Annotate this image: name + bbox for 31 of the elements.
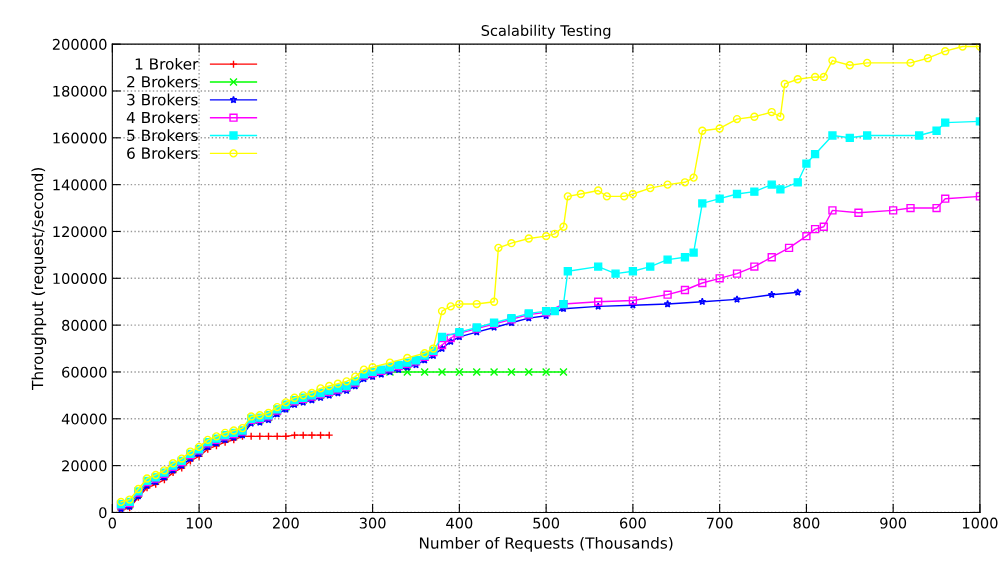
y-tick-label: 180000 xyxy=(53,85,107,97)
x-tick-label: 700 xyxy=(706,517,733,529)
legend-label: 3 Brokers xyxy=(127,93,198,106)
x-tick-label: 500 xyxy=(533,517,560,529)
legend-label: 6 Brokers xyxy=(127,147,198,159)
y-axis-title: Throughput (request/second) xyxy=(31,168,47,390)
y-tick-label: 140000 xyxy=(53,179,107,191)
x-tick-label: 200 xyxy=(273,517,299,529)
y-tick-label: 60000 xyxy=(62,366,107,378)
chart-title: Scalability Testing xyxy=(481,24,611,39)
legend-label: 2 Brokers xyxy=(127,75,198,88)
x-tick-label: 800 xyxy=(793,517,820,529)
legend-label: 4 Brokers xyxy=(126,111,198,124)
x-tick-label: 100 xyxy=(186,517,213,529)
y-tick-label: 160000 xyxy=(53,132,107,144)
x-tick-label: 600 xyxy=(619,517,646,529)
x-tick-label: 1000 xyxy=(962,517,998,529)
y-tick-label: 100000 xyxy=(53,273,107,285)
x-tick-label: 900 xyxy=(880,517,907,529)
legend-label: 1 Broker xyxy=(135,57,199,70)
x-tick-label: 300 xyxy=(359,517,386,529)
x-axis-title: Number of Requests (Thousands) xyxy=(419,536,673,552)
y-tick-label: 20000 xyxy=(62,460,107,472)
y-tick-label: 200000 xyxy=(52,38,107,50)
x-tick-label: 400 xyxy=(446,517,473,529)
y-tick-label: 80000 xyxy=(62,319,107,331)
y-tick-label: 0 xyxy=(99,507,107,519)
x-tick-label: 0 xyxy=(108,517,117,529)
legend-label: 5 Brokers xyxy=(127,129,198,142)
y-tick-label: 120000 xyxy=(53,226,107,238)
y-tick-label: 40000 xyxy=(61,413,107,425)
